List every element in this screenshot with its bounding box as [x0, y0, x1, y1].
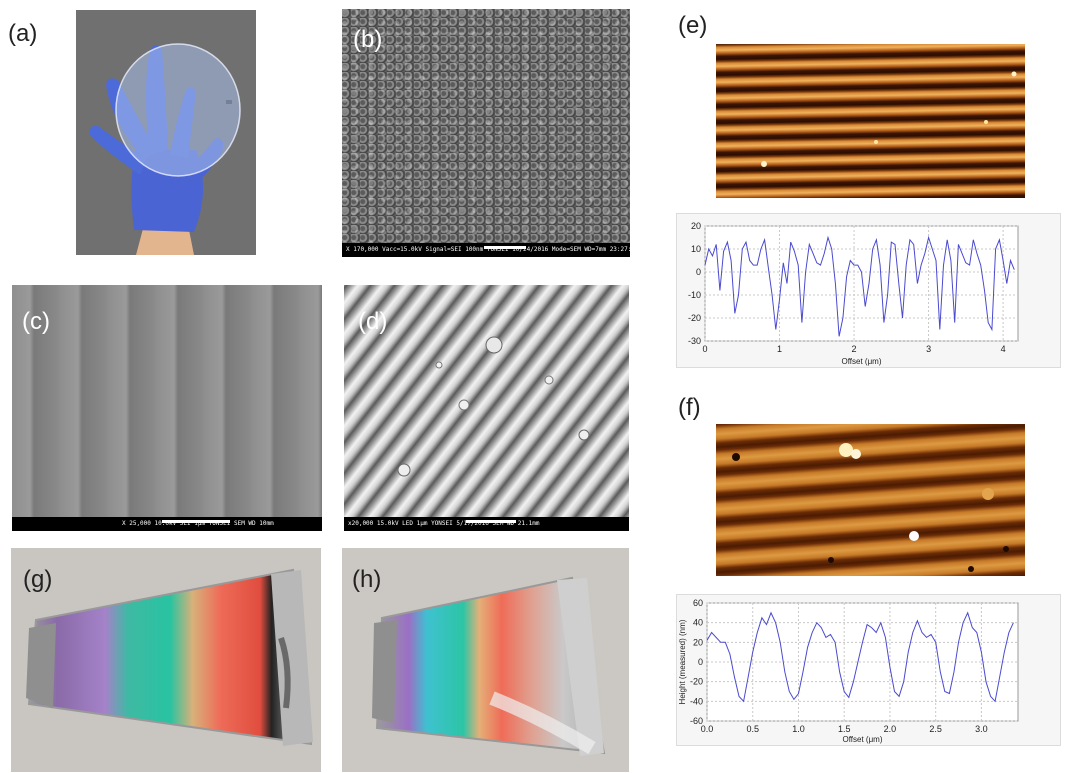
panel-label-e: (e) — [678, 12, 708, 39]
height-profile-line — [706, 611, 1014, 703]
panel-label-a: (a) — [8, 20, 38, 47]
x-tick-label: 2.5 — [929, 724, 942, 734]
afm-image-f — [716, 424, 1025, 576]
sem-surface-particles-d — [397, 336, 590, 477]
x-tick-label: 0 — [702, 344, 707, 354]
glove-wafer-photo — [76, 10, 256, 255]
rainbow-sample-photo-h — [342, 548, 629, 772]
x-tick-label: 1 — [777, 344, 782, 354]
y-tick-label: 10 — [691, 244, 701, 254]
x-tick-label: 1.0 — [792, 724, 805, 734]
rainbow-sample-illustration-h — [372, 576, 606, 756]
y-tick-label: 60 — [693, 598, 703, 608]
x-tick-label: 0.0 — [701, 724, 714, 734]
plot-area — [704, 225, 1019, 342]
y-tick-label: -60 — [690, 716, 703, 726]
x-tick-label: 2.0 — [884, 724, 897, 734]
y-axis-label: Height (measured) (nm) — [678, 619, 687, 704]
panel-label-d: (d) — [358, 308, 388, 335]
afm-image-e — [716, 44, 1025, 198]
x-axis-label: Offset (μm) — [842, 735, 882, 744]
y-tick-label: -30 — [688, 336, 701, 346]
glove-wafer-illustration — [76, 10, 256, 255]
panel-label-b: (b) — [353, 26, 383, 53]
sem-info-text-d: x20,000 15.0kV LED 1μm YONSEI 5/17/2016 … — [348, 520, 540, 527]
panel-label-g: (g) — [23, 566, 53, 593]
height-profile-line — [704, 235, 1015, 337]
sem-image-d: x20,000 15.0kV LED 1μm YONSEI 5/17/2016 … — [344, 285, 629, 531]
sem-info-bar-b: X 170,000 Vacc=15.0kV Signal=SEI 100nm Y… — [342, 243, 630, 257]
afm-particles-f — [732, 443, 1009, 572]
height-profile-chart-f: 60 40 20 0 -20 -40 -60 0.0 0.5 1.0 1.5 2.0 2.5 3.0 Off… — [676, 594, 1061, 746]
sem-info-text-c: X 25,000 10.0kV SEI 1μm YONSEI SEM WD 10… — [122, 520, 274, 527]
plot-area — [706, 602, 1019, 722]
sem-image-c: X 25,000 10.0kV SEI 1μm YONSEI SEM WD 10… — [12, 285, 322, 531]
y-tick-label: 0 — [696, 267, 701, 277]
panel-label-c: (c) — [22, 308, 50, 335]
scale-bar-b — [484, 246, 526, 249]
x-tick-label: 1.5 — [838, 724, 851, 734]
y-tick-label: 0 — [698, 657, 703, 667]
y-tick-label: -10 — [688, 290, 701, 300]
sem-info-bar-d: x20,000 15.0kV LED 1μm YONSEI 5/17/2016 … — [344, 517, 629, 531]
rainbow-sample-illustration-g — [26, 568, 313, 746]
y-tick-label: -20 — [688, 313, 701, 323]
panel-label-h: (h) — [352, 566, 382, 593]
x-tick-label: 0.5 — [746, 724, 759, 734]
rainbow-sample-photo-g — [11, 548, 321, 772]
height-profile-plot-f: 60 40 20 0 -20 -40 -600.0 0.5 1.0 1.5 2.0 2.5 3.0 Off… — [678, 598, 1019, 744]
height-profile-chart-e: 20 10 0 -10 -20 -30 0 1 2 3 4 Offset (μm) — [676, 213, 1061, 368]
y-tick-label: -40 — [690, 696, 703, 706]
y-tick-label: 40 — [693, 618, 703, 628]
x-tick-label: 3 — [926, 344, 931, 354]
x-axis-label: Offset (μm) — [841, 357, 881, 366]
x-tick-label: 3.0 — [975, 724, 988, 734]
y-tick-label: 20 — [691, 221, 701, 231]
x-tick-label: 4 — [1001, 344, 1006, 354]
afm-bright-spots-e — [761, 71, 1017, 167]
x-tick-label: 2 — [852, 344, 857, 354]
scale-bar-d — [466, 520, 516, 523]
y-tick-label: -20 — [690, 677, 703, 687]
scale-bar-c — [162, 520, 230, 523]
y-tick-label: 20 — [693, 637, 703, 647]
sem-info-text-b: X 170,000 Vacc=15.0kV Signal=SEI 100nm Y… — [346, 246, 630, 253]
sem-info-bar-c: X 25,000 10.0kV SEI 1μm YONSEI SEM WD 10… — [12, 517, 322, 531]
panel-label-f: (f) — [678, 394, 701, 421]
sem-image-b: X 170,000 Vacc=15.0kV Signal=SEI 100nm Y… — [342, 9, 630, 257]
